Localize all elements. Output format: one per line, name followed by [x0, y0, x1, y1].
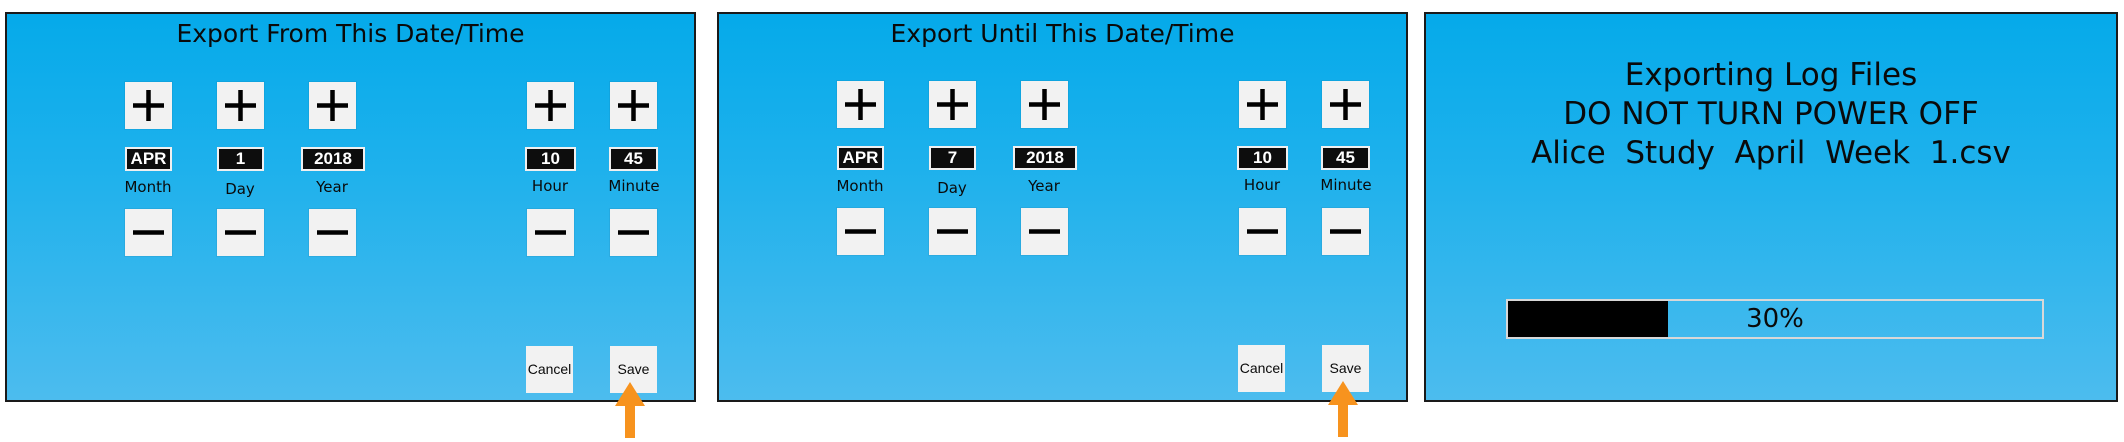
hour-value: 10 — [1237, 146, 1288, 170]
export-until-screen: Export Until This Date/Time APR Month 7 … — [717, 12, 1408, 402]
plus-icon — [317, 90, 348, 121]
year-label: Year — [316, 178, 348, 196]
power-warning: DO NOT TURN POWER OFF — [1563, 96, 1979, 132]
minus-icon — [133, 230, 164, 235]
minute-value: 45 — [1321, 146, 1370, 170]
plus-icon — [1330, 89, 1361, 120]
year-value: 2018 — [301, 147, 365, 171]
minute-decrement-button[interactable] — [610, 209, 657, 256]
arrow-up-icon — [615, 382, 645, 438]
progress-message: Exporting Log Files DO NOT TURN POWER OF… — [1426, 56, 2116, 173]
minus-icon — [1029, 229, 1060, 234]
plus-icon — [1029, 89, 1060, 120]
year-decrement-button[interactable] — [309, 209, 356, 256]
hour-value: 10 — [525, 147, 576, 171]
plus-icon — [225, 90, 256, 121]
minute-increment-button[interactable] — [1322, 81, 1369, 128]
year-decrement-button[interactable] — [1021, 208, 1068, 255]
day-increment-button[interactable] — [217, 82, 264, 129]
minus-icon — [225, 230, 256, 235]
month-decrement-button[interactable] — [125, 209, 172, 256]
day-value: 7 — [929, 146, 976, 170]
page-title: Export From This Date/Time — [176, 19, 525, 48]
month-value: APR — [837, 146, 884, 170]
plus-icon — [535, 90, 566, 121]
plus-icon — [1247, 89, 1278, 120]
minute-label: Minute — [608, 177, 660, 195]
progress-bar: 30% — [1506, 299, 2044, 339]
export-from-screen: Export From This Date/Time APR Month 1 D… — [5, 12, 696, 402]
arrow-up-icon — [1328, 381, 1358, 437]
progress-heading: Exporting Log Files — [1624, 57, 1918, 93]
minus-icon — [317, 230, 348, 235]
minus-icon — [535, 230, 566, 235]
cancel-button[interactable]: Cancel — [526, 346, 573, 393]
hour-increment-button[interactable] — [1239, 81, 1286, 128]
cancel-button[interactable]: Cancel — [1238, 345, 1285, 392]
month-value: APR — [125, 147, 172, 171]
plus-icon — [845, 89, 876, 120]
minute-label: Minute — [1320, 176, 1372, 194]
day-decrement-button[interactable] — [929, 208, 976, 255]
minus-icon — [937, 229, 968, 234]
minus-icon — [618, 230, 649, 235]
progress-bar-fill — [1508, 301, 1669, 337]
month-label: Month — [124, 178, 172, 196]
month-increment-button[interactable] — [837, 81, 884, 128]
save-button[interactable]: Save — [610, 346, 657, 393]
progress-percent: 30% — [1746, 304, 1804, 334]
minus-icon — [1247, 229, 1278, 234]
plus-icon — [937, 89, 968, 120]
plus-icon — [618, 90, 649, 121]
minus-icon — [1330, 229, 1361, 234]
export-file-name: Alice Study April Week 1.csv — [1531, 135, 2011, 171]
month-decrement-button[interactable] — [837, 208, 884, 255]
save-button[interactable]: Save — [1322, 345, 1369, 392]
hour-increment-button[interactable] — [527, 82, 574, 129]
minute-value: 45 — [609, 147, 658, 171]
year-value: 2018 — [1013, 146, 1077, 170]
minus-icon — [845, 229, 876, 234]
export-progress-screen: Exporting Log Files DO NOT TURN POWER OF… — [1424, 12, 2118, 402]
page-title: Export Until This Date/Time — [890, 19, 1235, 48]
day-label: Day — [225, 180, 255, 198]
year-label: Year — [1028, 177, 1060, 195]
day-label: Day — [937, 179, 967, 197]
month-label: Month — [836, 177, 884, 195]
day-increment-button[interactable] — [929, 81, 976, 128]
day-value: 1 — [217, 147, 264, 171]
day-decrement-button[interactable] — [217, 209, 264, 256]
month-increment-button[interactable] — [125, 82, 172, 129]
hour-decrement-button[interactable] — [1239, 208, 1286, 255]
hour-decrement-button[interactable] — [527, 209, 574, 256]
year-increment-button[interactable] — [309, 82, 356, 129]
year-increment-button[interactable] — [1021, 81, 1068, 128]
hour-label: Hour — [1243, 176, 1281, 194]
plus-icon — [133, 90, 164, 121]
hour-label: Hour — [531, 177, 569, 195]
minute-increment-button[interactable] — [610, 82, 657, 129]
minute-decrement-button[interactable] — [1322, 208, 1369, 255]
